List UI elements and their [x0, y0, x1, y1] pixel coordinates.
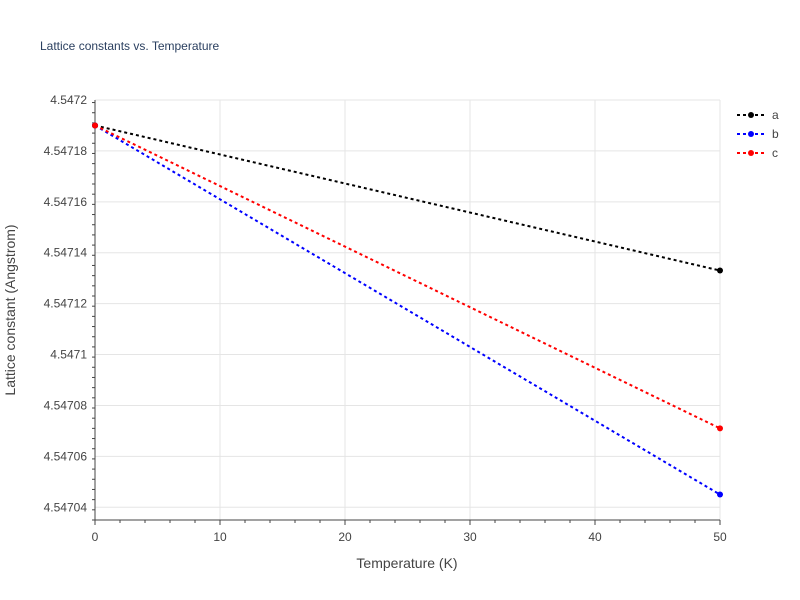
x-tick-label: 0: [92, 530, 99, 544]
x-tick-label: 20: [338, 530, 352, 544]
series-line-a: [94, 124, 721, 272]
y-tick-label: 4.54708: [44, 398, 88, 412]
grid: [95, 99, 721, 520]
x-tick-label: 50: [713, 530, 727, 544]
legend-marker-c: [748, 150, 754, 156]
legend-marker-a: [748, 112, 754, 118]
x-tick-label: 40: [588, 530, 602, 544]
legend[interactable]: abc: [737, 108, 779, 160]
y-tick-label: 4.54706: [44, 449, 88, 463]
y-tick-label: 4.5472: [50, 93, 87, 107]
legend-item-a[interactable]: a: [737, 108, 779, 122]
data-point-c: [92, 122, 98, 129]
legend-label-c: c: [772, 146, 778, 160]
y-tick-label: 4.54714: [44, 246, 88, 260]
y-tick-label: 4.54716: [44, 195, 88, 209]
legend-label-b: b: [772, 127, 779, 141]
series-layer: [92, 122, 723, 498]
axes: 0 10 20 30 40 50 4.54704 4.54706 4.54708 4.5471 4.…: [44, 93, 727, 544]
data-point-a: [717, 267, 723, 274]
legend-item-b[interactable]: b: [737, 127, 779, 141]
legend-item-c[interactable]: c: [737, 146, 778, 160]
data-point-b: [717, 491, 723, 498]
series-line-b: [94, 124, 721, 496]
y-tick-label: 4.54704: [44, 500, 88, 514]
series-line-c: [94, 124, 721, 430]
chart-title: Lattice constants vs. Temperature: [40, 39, 220, 53]
legend-label-a: a: [772, 108, 779, 122]
y-tick-label: 4.54712: [44, 297, 88, 311]
y-tick-label: 4.54718: [44, 144, 88, 158]
legend-marker-b: [748, 131, 754, 137]
data-point-c: [717, 425, 723, 432]
x-tick-label: 10: [213, 530, 227, 544]
y-tick-label: 4.5471: [50, 348, 87, 362]
x-axis-title: Temperature (K): [356, 555, 457, 571]
y-axis-title: Lattice constant (Angstrom): [2, 224, 18, 395]
x-tick-label: 30: [463, 530, 477, 544]
